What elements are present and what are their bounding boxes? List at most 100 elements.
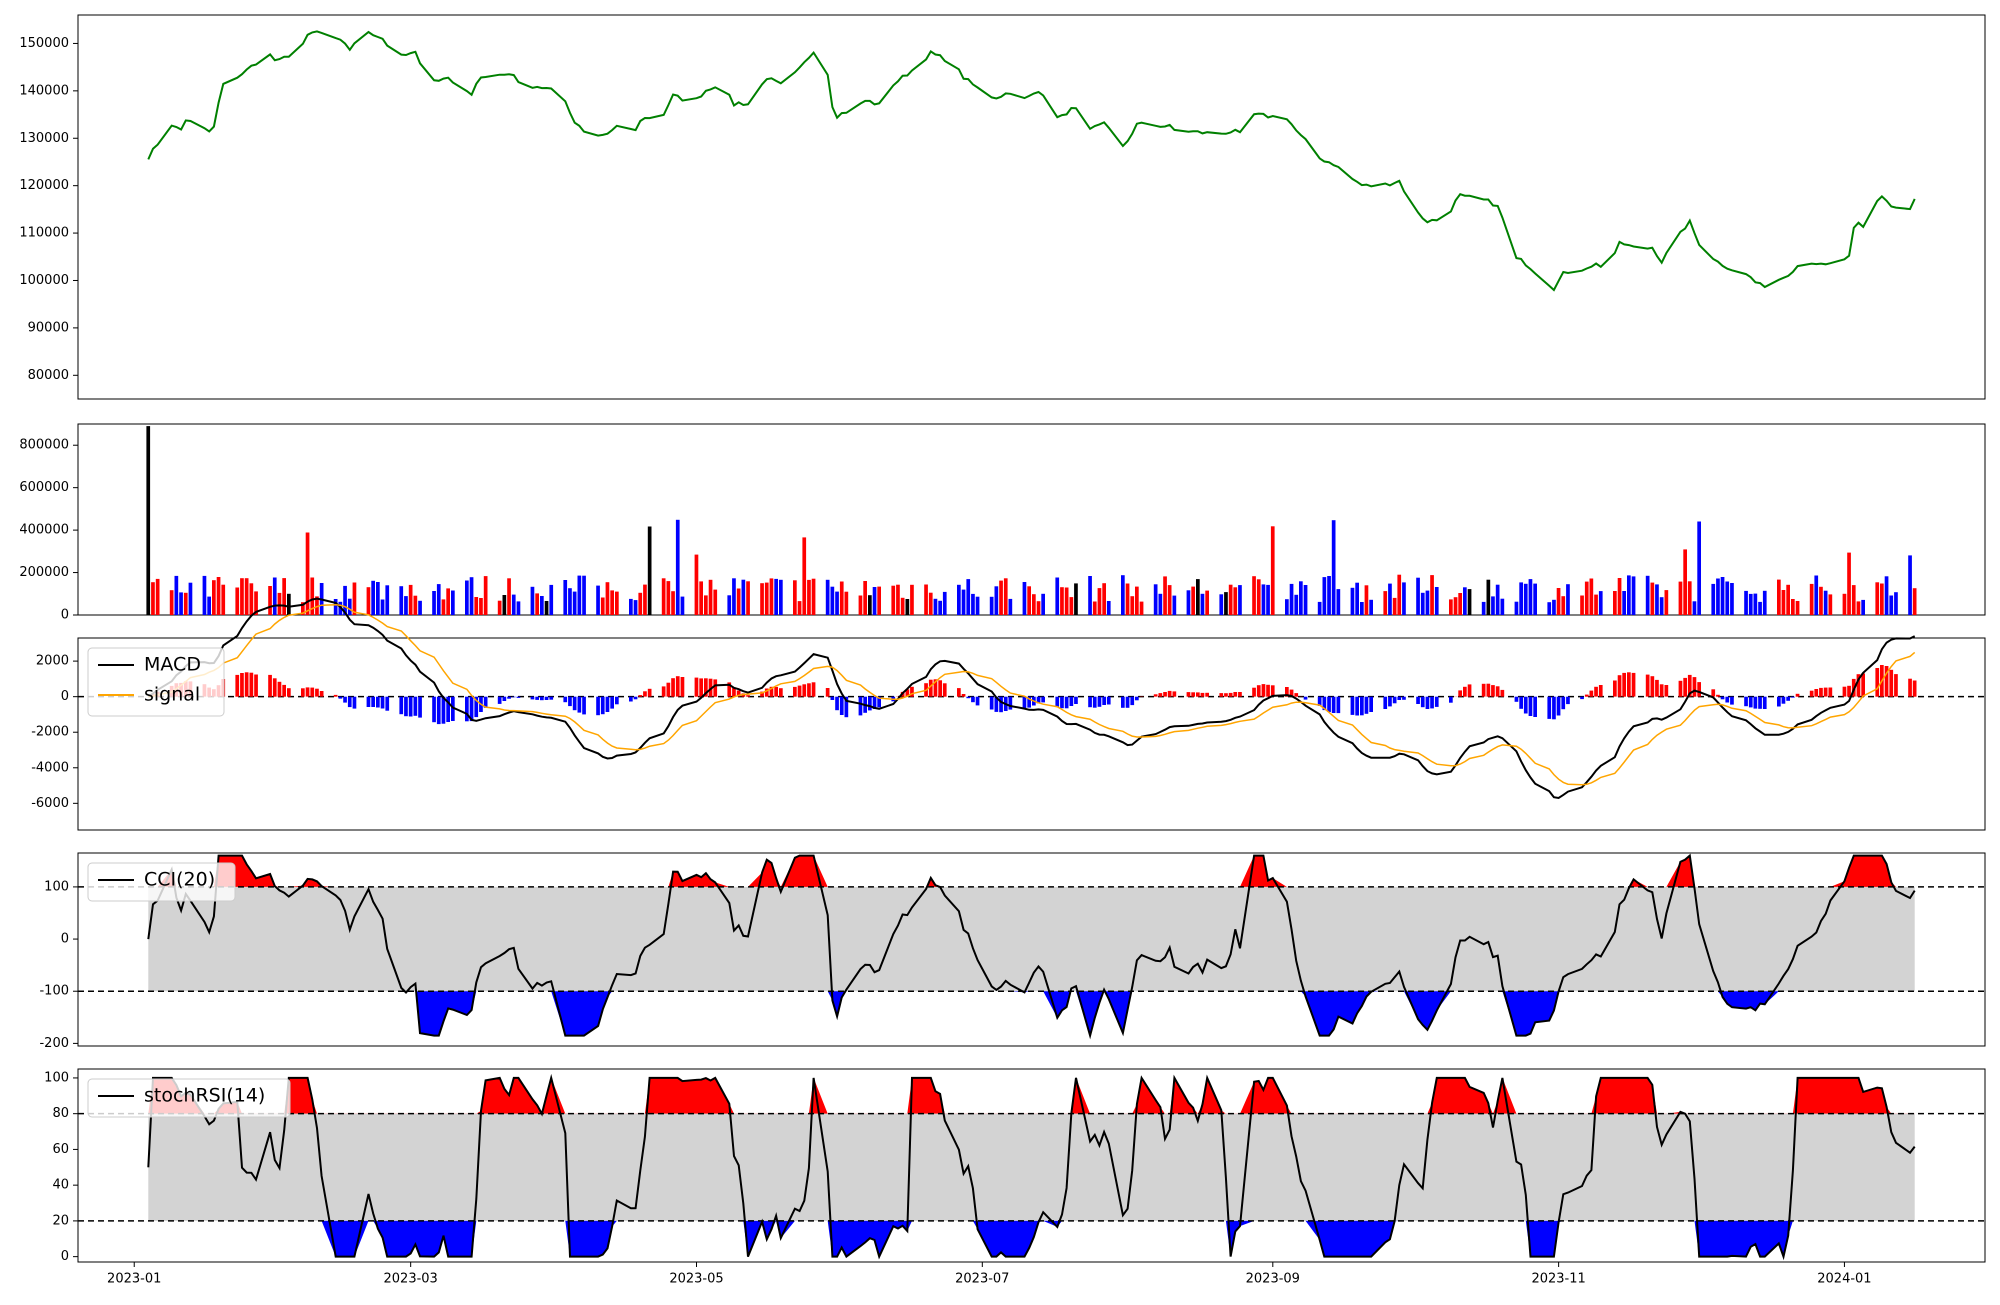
volume-bar bbox=[929, 593, 933, 615]
macd-histogram-bar bbox=[1665, 685, 1669, 697]
volume-bar bbox=[995, 586, 999, 615]
volume-bar bbox=[802, 537, 806, 615]
volume-bar bbox=[221, 585, 225, 615]
volume-bar bbox=[203, 576, 207, 615]
xtick-label: 2023-07 bbox=[955, 1272, 1009, 1287]
volume-bar bbox=[1880, 584, 1884, 616]
volume-bar bbox=[1655, 584, 1659, 615]
volume-bar bbox=[695, 555, 699, 615]
macd-histogram-bar bbox=[1913, 681, 1917, 697]
volume-bar bbox=[1552, 600, 1556, 615]
stochrsi-band bbox=[148, 1114, 1914, 1221]
volume-bar bbox=[1304, 585, 1308, 615]
signal-line bbox=[148, 605, 1914, 785]
volume-bar bbox=[1224, 592, 1228, 615]
price-ytick-label: 120000 bbox=[19, 178, 69, 193]
stochrsi-ytick-label: 20 bbox=[52, 1213, 69, 1228]
macd-histogram-bar bbox=[1365, 697, 1369, 714]
volume-bar bbox=[1730, 583, 1734, 615]
macd-histogram-bar bbox=[1233, 692, 1237, 697]
macd-legend-label: signal bbox=[144, 684, 200, 706]
volume-bar bbox=[1163, 576, 1167, 615]
volume-bar bbox=[250, 583, 254, 615]
price-ytick-label: 80000 bbox=[28, 368, 69, 383]
volume-bar bbox=[737, 589, 741, 616]
volume-bar bbox=[798, 601, 802, 615]
volume-bar bbox=[1913, 588, 1917, 615]
macd-histogram-bar bbox=[568, 697, 572, 706]
volume-bar bbox=[1037, 601, 1041, 615]
volume-bar bbox=[1889, 596, 1893, 616]
macd-histogram-bar bbox=[1304, 697, 1308, 700]
volume-bar bbox=[638, 593, 642, 615]
volume-bar bbox=[770, 578, 774, 615]
volume-bar bbox=[901, 598, 905, 615]
volume-bar bbox=[432, 591, 436, 615]
macd-histogram-bar bbox=[629, 697, 633, 702]
macd-histogram-bar bbox=[512, 697, 516, 698]
macd-ytick-label: -4000 bbox=[31, 760, 69, 775]
volume-bar bbox=[1613, 591, 1617, 615]
macd-histogram-bar bbox=[610, 697, 614, 709]
macd-histogram-bar bbox=[334, 695, 338, 697]
volume-bar bbox=[676, 520, 680, 615]
volume-bar bbox=[742, 580, 746, 615]
macd-histogram-bar bbox=[1449, 697, 1453, 703]
volume-bar bbox=[404, 596, 408, 615]
volume-bar bbox=[1266, 585, 1270, 615]
macd-histogram-bar bbox=[667, 683, 671, 697]
volume-bar bbox=[990, 597, 994, 615]
volume-bar bbox=[1585, 582, 1589, 615]
macd-histogram-bar bbox=[1229, 693, 1233, 697]
volume-bar bbox=[938, 601, 942, 615]
volume-bar bbox=[732, 578, 736, 615]
volume-bar bbox=[1725, 582, 1729, 616]
macd-histogram-bar bbox=[545, 697, 549, 700]
macd-histogram-bar bbox=[807, 683, 811, 696]
volume-bar bbox=[1622, 591, 1626, 615]
macd-histogram-bar bbox=[1041, 697, 1045, 703]
volume-bar bbox=[446, 588, 450, 615]
macd-histogram-bar bbox=[774, 687, 778, 697]
macd-histogram-bar bbox=[643, 691, 647, 696]
macd-histogram-bar bbox=[971, 697, 975, 703]
macd-histogram-bar bbox=[1163, 692, 1167, 697]
volume-ytick-label: 200000 bbox=[19, 565, 69, 580]
volume-bar bbox=[287, 594, 291, 615]
volume-bar bbox=[1032, 594, 1036, 615]
volume-bar bbox=[699, 581, 703, 615]
macd-histogram-bar bbox=[1257, 685, 1261, 697]
volume-bar bbox=[891, 586, 895, 615]
macd-histogram-bar bbox=[1219, 693, 1223, 697]
volume-bar bbox=[235, 588, 239, 616]
cci-ytick-label: 0 bbox=[61, 932, 69, 947]
volume-bar bbox=[1355, 583, 1359, 615]
volume-bar bbox=[156, 579, 160, 615]
volume-bar bbox=[807, 580, 811, 615]
volume-bar bbox=[1294, 595, 1298, 615]
macd-histogram-bar bbox=[442, 697, 446, 724]
volume-bar bbox=[1463, 587, 1467, 615]
volume-bar bbox=[1159, 594, 1163, 615]
macd-histogram-bar bbox=[1566, 697, 1570, 704]
macd-histogram-bar bbox=[245, 672, 249, 696]
volume-bar bbox=[1721, 577, 1725, 615]
volume-bar bbox=[578, 576, 582, 615]
xtick-label: 2023-05 bbox=[669, 1272, 723, 1287]
macd-histogram-bar bbox=[1196, 692, 1200, 696]
volume-bar bbox=[437, 584, 441, 615]
volume-bar bbox=[601, 598, 605, 616]
stochrsi-ytick-label: 40 bbox=[52, 1178, 69, 1193]
volume-bar bbox=[1332, 520, 1336, 615]
macd-histogram-bar bbox=[1121, 697, 1125, 708]
volume-bar bbox=[1262, 584, 1266, 615]
macd-histogram-bar bbox=[1205, 693, 1209, 697]
macd-histogram-bar bbox=[578, 697, 582, 713]
macd-histogram-bar bbox=[1758, 697, 1762, 709]
volume-bar bbox=[1744, 591, 1748, 615]
price-panel: 8000090000100000110000120000130000140000… bbox=[19, 15, 1985, 399]
macd-histogram-bar bbox=[831, 697, 835, 700]
macd-histogram-bar bbox=[1810, 691, 1814, 697]
macd-histogram-bar bbox=[1660, 684, 1664, 696]
